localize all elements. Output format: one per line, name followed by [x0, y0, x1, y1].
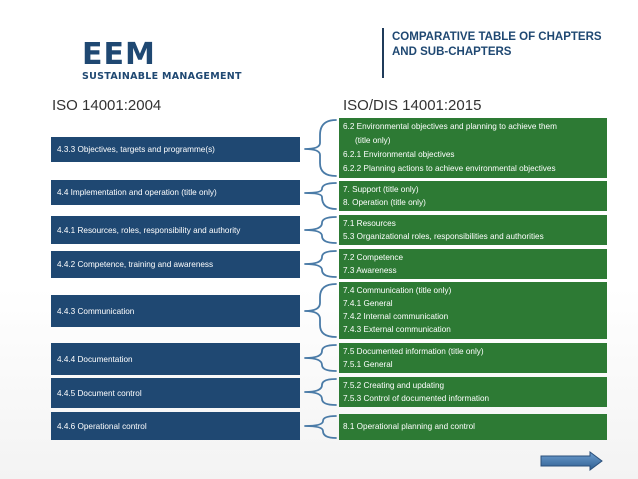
left-box-6: 4.4.4 Documentation [51, 343, 300, 375]
left-box-1: 4.3.3 Objectives, targets and programme(… [51, 137, 300, 162]
left-box-5: 4.4.3 Communication [51, 295, 300, 327]
header-divider [382, 28, 384, 78]
logo-main-text: EEM [82, 37, 156, 72]
right-box-1: 6.2 Environmental objectives and plannin… [339, 118, 607, 178]
left-box-7: 4.4.5 Document control [51, 378, 300, 408]
left-box-3: 4.4.1 Resources, roles, responsibility a… [51, 216, 300, 244]
brace-7 [304, 378, 337, 406]
brace-3 [304, 216, 337, 244]
next-arrow-icon[interactable] [540, 451, 604, 471]
right-box-7: 7.5.2 Creating and updating 7.5.3 Contro… [339, 377, 607, 407]
right-box-1-line-3: 6.2.1 Environmental objectives [343, 150, 455, 159]
right-box-5: 7.4 Communication (title only) 7.4.1 Gen… [339, 282, 607, 339]
left-column-title: ISO 14001:2004 [52, 97, 162, 114]
right-box-2-line-2: 8. Operation (title only) [343, 197, 426, 207]
left-box-2: 4.4 Implementation and operation (title … [51, 180, 300, 205]
right-box-1-line-1: 6.2 Environmental objectives and plannin… [343, 122, 557, 131]
right-box-2: 7. Support (title only) 8. Operation (ti… [339, 181, 607, 211]
right-box-5-line-4: 7.4.3 External communication [343, 325, 451, 335]
right-box-8-line-1: 8.1 Operational planning and control [343, 422, 476, 431]
brace-6 [304, 344, 337, 372]
brace-8 [304, 415, 337, 439]
right-box-8: 8.1 Operational planning and control [339, 414, 607, 440]
right-box-4-line-2: 7.3 Awareness [343, 265, 397, 275]
page-title-line2: AND SUB-CHAPTERS [392, 46, 512, 58]
right-box-3-line-2: 5.3 Organizational roles, responsibiliti… [343, 231, 544, 241]
brace-2 [304, 182, 337, 210]
right-box-3-line-1: 7.1 Resources [343, 218, 396, 228]
right-box-5-line-1: 7.4 Communication (title only) [343, 285, 452, 295]
right-column-title: ISO/DIS 14001:2015 [343, 97, 482, 114]
right-box-4: 7.2 Competence 7.3 Awareness [339, 249, 607, 279]
right-box-7-line-1: 7.5.2 Creating and updating [343, 380, 445, 390]
right-box-4-line-1: 7.2 Competence [343, 252, 404, 262]
right-box-6: 7.5 Documented information (title only) … [339, 343, 607, 373]
page-title-line1: COMPARATIVE TABLE OF CHAPTERS [392, 31, 602, 43]
right-box-5-line-3: 7.4.2 Internal communication [343, 312, 449, 322]
left-box-8: 4.4.6 Operational control [51, 412, 300, 440]
right-box-6-line-2: 7.5.1 General [343, 359, 393, 369]
right-box-2-line-1: 7. Support (title only) [343, 184, 419, 194]
logo-sub-text: SUSTAINABLE MANAGEMENT [82, 71, 242, 82]
brace-5 [304, 283, 337, 338]
right-box-7-line-2: 7.5.3 Control of documented information [343, 393, 490, 403]
right-box-1-line-4: 6.2.2 Planning actions to achieve enviro… [343, 164, 556, 173]
right-box-3: 7.1 Resources 5.3 Organizational roles, … [339, 215, 607, 245]
right-box-1-line-2: (title only) [355, 136, 391, 145]
right-box-5-line-2: 7.4.1 General [343, 298, 393, 308]
brace-4 [304, 250, 337, 278]
right-box-6-line-1: 7.5 Documented information (title only) [343, 346, 484, 356]
brace-1 [304, 119, 337, 177]
page-title: COMPARATIVE TABLE OF CHAPTERS AND SUB-CH… [392, 30, 632, 60]
left-box-4: 4.4.2 Competence, training and awareness [51, 251, 300, 278]
eem-logo: EEM SUSTAINABLE MANAGEMENT [82, 37, 242, 83]
